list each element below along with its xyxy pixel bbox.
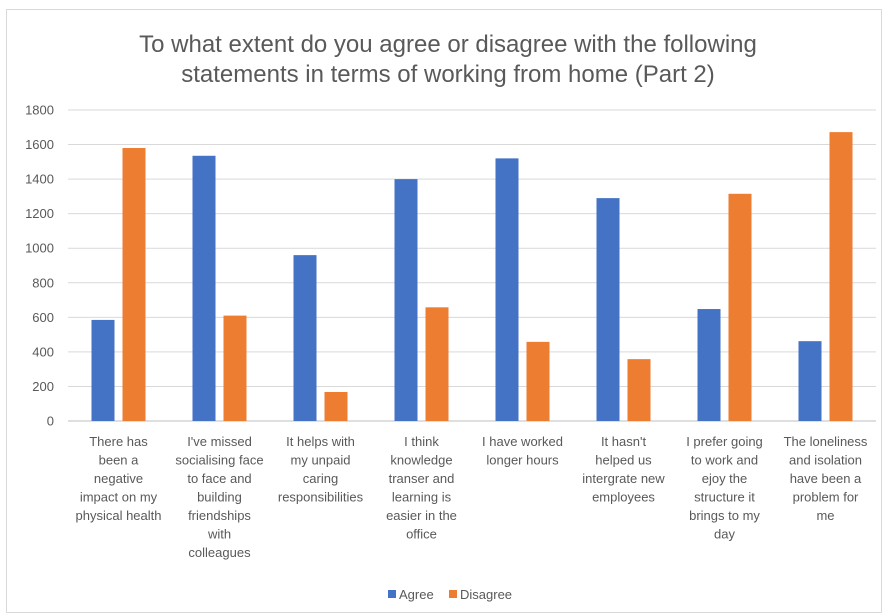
category-label-line: employees <box>592 490 655 505</box>
category-label-line: colleagues <box>188 545 251 560</box>
gridlines <box>68 109 876 422</box>
y-tick-label: 800 <box>32 275 54 290</box>
category-label: It hasn't helped us intergrate new employee… <box>582 434 665 505</box>
bar-disagree <box>627 359 651 421</box>
y-axis-ticks: 0 200 400 600 800 1000 1200 1400 1600 1800 <box>25 103 54 429</box>
category-label: I've missed socialising face to face and bu… <box>175 434 263 560</box>
category-label-line: physical health <box>76 508 162 523</box>
category-label-line: caring <box>303 471 338 486</box>
category-label-line: with <box>207 527 231 542</box>
y-tick-label: 1000 <box>25 241 54 256</box>
legend-swatch-agree <box>388 590 396 598</box>
category-label-line: been a <box>99 453 140 468</box>
category-label-line: learning is <box>392 490 452 505</box>
y-tick-label: 600 <box>32 310 54 325</box>
category-label-line: socialising face <box>175 453 263 468</box>
bar-disagree <box>223 315 247 421</box>
category-label-line: me <box>816 508 834 523</box>
y-tick-label: 1200 <box>25 206 54 221</box>
bar-agree <box>192 155 216 421</box>
category-label: I think knowledge transer and learning is ea… <box>386 434 457 542</box>
bar-disagree <box>122 148 146 421</box>
chart-title-line: To what extent do you agree or disagree … <box>139 31 757 58</box>
bar-disagree <box>526 341 550 421</box>
category-label-line: office <box>406 527 437 542</box>
category-label-line: transer and <box>389 471 455 486</box>
category-label-line: friendships <box>188 508 251 523</box>
category-label-line: my unpaid <box>291 453 351 468</box>
category-label: The loneliness and isolation have been a pr… <box>784 434 868 523</box>
legend-label-agree: Agree <box>399 587 434 602</box>
category-label-line: impact on my <box>80 490 158 505</box>
bar-disagree <box>324 391 348 421</box>
bar-agree <box>293 255 317 421</box>
category-label-line: I think <box>404 434 439 449</box>
category-label-line: day <box>714 527 735 542</box>
category-label-line: knowledge <box>390 453 452 468</box>
y-tick-label: 0 <box>47 414 54 429</box>
y-tick-label: 400 <box>32 344 54 359</box>
category-label-line: I've missed <box>187 434 252 449</box>
category-label-line: building <box>197 490 242 505</box>
bar-agree <box>394 179 418 421</box>
category-label: I have worked longer hours <box>482 434 563 468</box>
y-tick-label: 1600 <box>25 137 54 152</box>
category-label-line: negative <box>94 471 143 486</box>
bar-agree <box>798 341 822 421</box>
category-label-line: helped us <box>595 453 652 468</box>
category-label-line: I have worked <box>482 434 563 449</box>
category-label-line: There has <box>89 434 148 449</box>
category-label-line: to face and <box>187 471 251 486</box>
bars <box>91 132 853 422</box>
legend-label-disagree: Disagree <box>460 587 512 602</box>
category-label-line: to work and <box>691 453 758 468</box>
category-label: I prefer going to work and ejoy the structu… <box>686 434 763 542</box>
bar-disagree <box>829 132 853 422</box>
y-tick-label: 1400 <box>25 172 54 187</box>
category-label-line: structure it <box>694 490 755 505</box>
category-label-line: responsibilities <box>278 490 364 505</box>
legend: Agree Disagree <box>388 587 512 602</box>
category-label: It helps with my unpaid caring responsibili… <box>278 434 364 505</box>
bar-agree <box>697 309 721 421</box>
bar-disagree <box>728 193 752 421</box>
category-label-line: longer hours <box>486 453 559 468</box>
y-tick-label: 1800 <box>25 103 54 118</box>
category-label-line: brings to my <box>689 508 760 523</box>
bar-disagree <box>425 307 449 421</box>
category-label-line: The loneliness <box>784 434 868 449</box>
legend-swatch-disagree <box>449 590 457 598</box>
category-label-line: ejoy the <box>702 471 748 486</box>
bar-agree <box>596 198 620 421</box>
category-label-line: It helps with <box>286 434 355 449</box>
chart-title-line: statements in terms of working from home… <box>181 61 715 88</box>
category-label-line: intergrate new <box>582 471 665 486</box>
y-tick-label: 200 <box>32 379 54 394</box>
category-label-line: It hasn't <box>601 434 647 449</box>
category-label-line: easier in the <box>386 508 457 523</box>
bar-agree <box>495 158 519 421</box>
chart-title: To what extent do you agree or disagree … <box>139 31 757 88</box>
category-label-line: have been a <box>790 471 862 486</box>
x-axis-categories: There has been a negative impact on my physi… <box>76 434 868 560</box>
category-label-line: and isolation <box>789 453 862 468</box>
category-label-line: problem for <box>793 490 859 505</box>
category-label: There has been a negative impact on my physi… <box>76 434 162 523</box>
bar-agree <box>91 319 115 421</box>
category-label-line: I prefer going <box>686 434 763 449</box>
